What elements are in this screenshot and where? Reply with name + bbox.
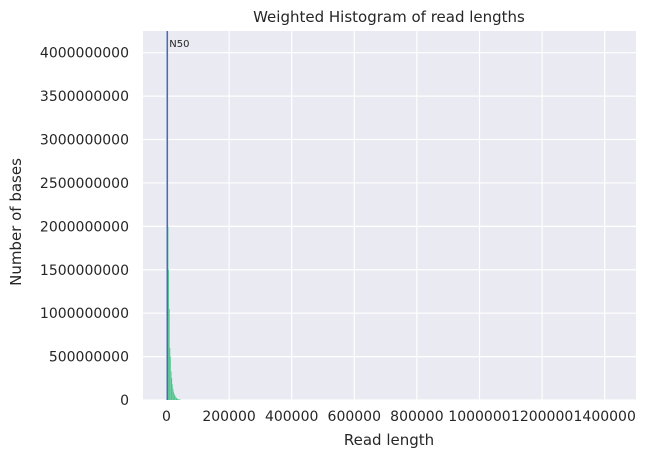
histogram-bar (172, 388, 174, 400)
histogram-bar (173, 393, 175, 400)
histogram-bar (178, 399, 180, 400)
y-tick-label: 3500000000 (40, 89, 129, 105)
x-tick-label: 1000000 (448, 409, 510, 425)
y-tick-label: 1000000000 (40, 306, 129, 322)
y-gridlines (143, 52, 636, 401)
histogram-bar (176, 398, 178, 400)
y-tick-label: 1500000000 (40, 263, 129, 279)
histogram-bar (170, 356, 171, 400)
n50-label: N50 (169, 39, 189, 50)
x-gridlines (165, 31, 606, 400)
x-tick-label: 800000 (390, 409, 443, 425)
histogram-bar (175, 397, 177, 400)
histogram-bar (177, 399, 179, 400)
histogram-bar (174, 395, 176, 400)
histogram-bar (177, 398, 178, 400)
x-tick-label: 0 (162, 409, 171, 425)
histogram-bar (172, 384, 173, 400)
x-tick-label: 600000 (328, 409, 381, 425)
histogram-bar (175, 396, 176, 400)
histogram-bar (171, 378, 173, 400)
y-axis-title: Number of bases (7, 158, 25, 286)
y-tick-label: 2000000000 (40, 219, 129, 235)
y-tick-label: 4000000000 (40, 46, 129, 62)
histogram-bar (168, 308, 170, 400)
plot-background (143, 31, 636, 400)
histogram-bar (173, 391, 174, 400)
chart-title: Weighted Histogram of read lengths (253, 8, 525, 26)
x-tick-label: 1200000 (511, 409, 573, 425)
x-tick-label: 400000 (265, 409, 318, 425)
histogram-bar (169, 347, 171, 400)
x-axis-title: Read length (344, 431, 434, 449)
x-tick-label: 200000 (202, 409, 255, 425)
y-tick-label: 0 (120, 393, 129, 409)
histogram-bar (178, 399, 179, 400)
x-tick-labels: 0 200000 400000 600000 800000 1000000 1200000 1… (162, 409, 636, 425)
histogram-bar (168, 269, 169, 400)
y-tick-label: 3000000000 (40, 133, 129, 149)
x-tick-label: 1400000 (574, 409, 636, 425)
y-tick-label: 2500000000 (40, 176, 129, 192)
y-tick-label: 500000000 (49, 350, 129, 366)
histogram-bar (170, 371, 172, 400)
y-tick-labels: 0 500000000 1000000000 1500000000 2000000000… (40, 46, 129, 409)
